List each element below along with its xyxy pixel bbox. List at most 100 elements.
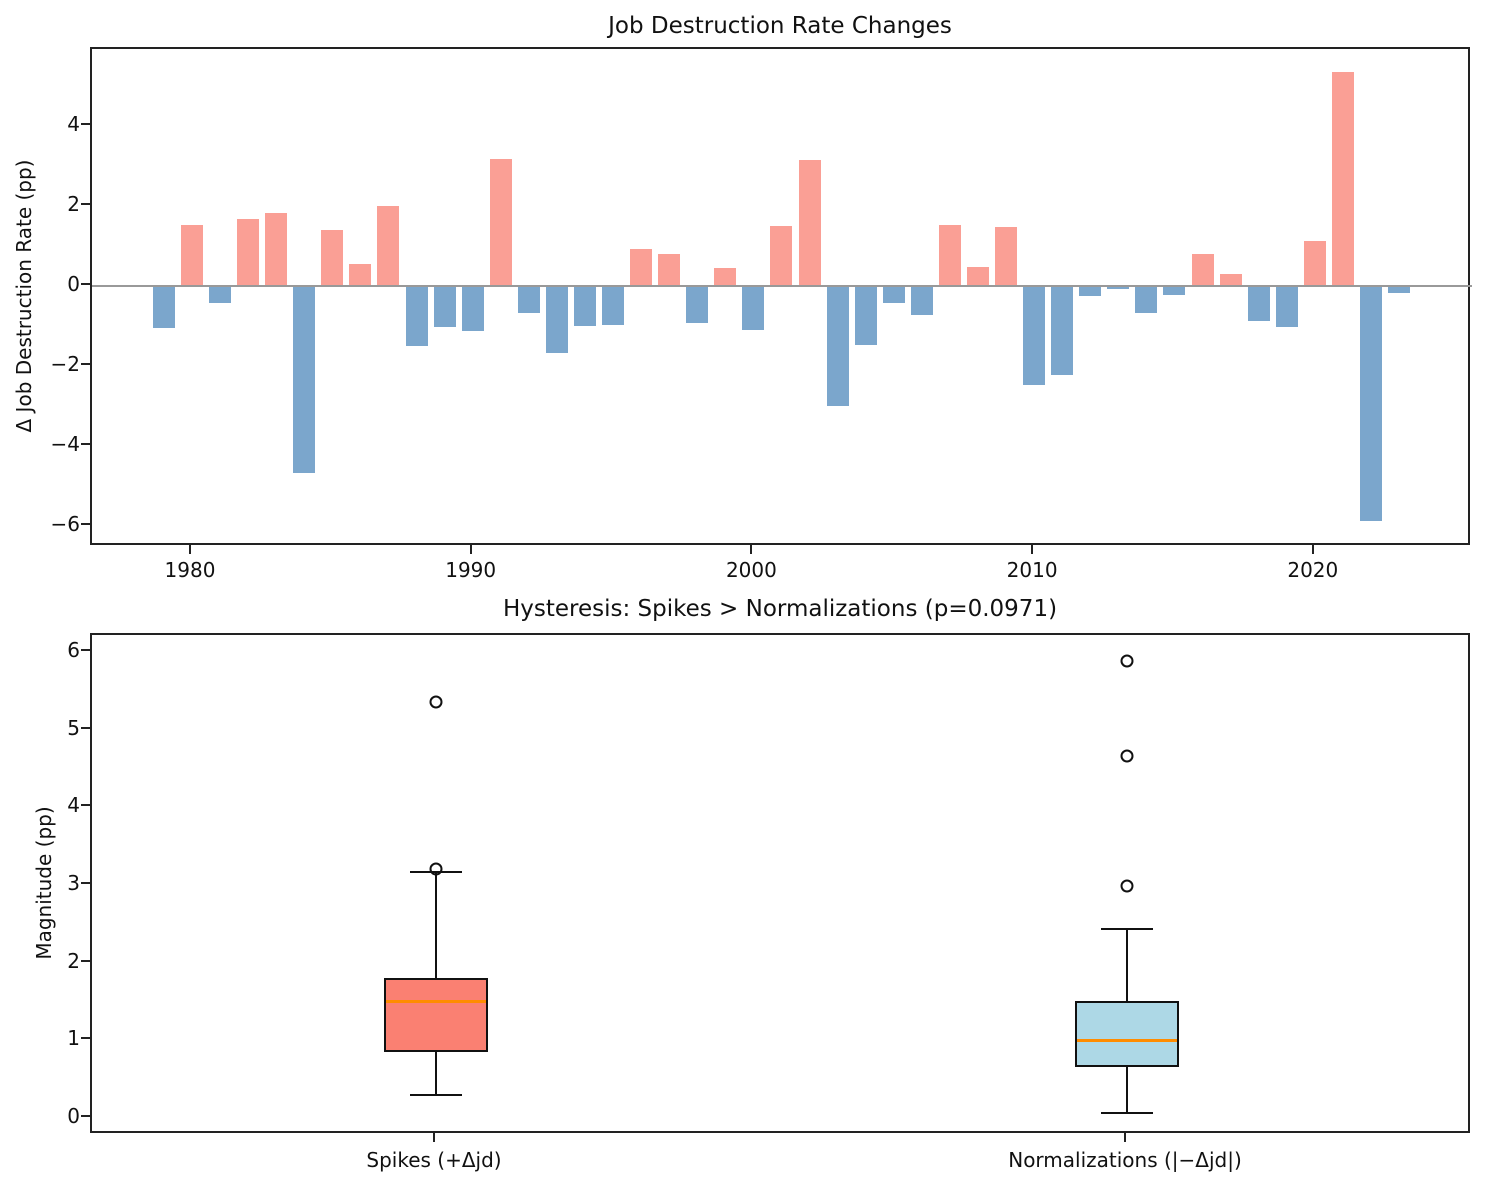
y-tick-label: 3 <box>67 870 80 895</box>
x-tick-mark <box>433 1133 435 1142</box>
y-tick-mark <box>81 203 90 206</box>
y-tick-mark <box>81 804 90 807</box>
bar-2007 <box>938 224 961 287</box>
upper-whisker <box>1126 929 1128 1002</box>
x-tick-label: 2020 <box>1287 558 1339 582</box>
upper-whisker-cap <box>1101 928 1153 931</box>
bar-1982 <box>237 219 260 287</box>
y-tick-mark <box>81 881 90 884</box>
median-line <box>386 999 486 1003</box>
lower-whisker-cap <box>410 1093 462 1096</box>
bar-1996 <box>630 249 653 287</box>
bar-2000 <box>742 286 765 331</box>
bar-2019 <box>1275 286 1298 327</box>
y-tick-label: 0 <box>67 1104 80 1128</box>
bar-2012 <box>1079 286 1102 296</box>
bar-1991 <box>489 159 512 287</box>
y-tick-mark <box>81 1037 90 1040</box>
bar-2001 <box>770 225 793 287</box>
outlier-point <box>429 862 443 876</box>
bar-1998 <box>686 286 709 323</box>
y-tick-label: 4 <box>67 112 80 137</box>
bar-1979 <box>152 286 175 329</box>
outlier-point <box>1120 749 1134 763</box>
bar-2010 <box>1023 286 1046 385</box>
bar-2021 <box>1331 71 1354 287</box>
x-tick-label: 1990 <box>445 558 497 582</box>
bar-2013 <box>1107 286 1130 289</box>
bar-2018 <box>1247 286 1270 322</box>
bar-chart-plot-area <box>90 47 1472 545</box>
bar-2022 <box>1359 286 1382 522</box>
y-tick-label: 5 <box>67 715 80 740</box>
bar-chart-title: Job Destruction Rate Changes <box>608 13 952 39</box>
median-line <box>1077 1038 1177 1042</box>
y-tick-label: −6 <box>50 512 80 537</box>
bar-1990 <box>461 286 484 332</box>
y-tick-mark <box>81 443 90 446</box>
y-tick-label: 6 <box>67 637 80 662</box>
x-tick-label: 1980 <box>164 558 216 582</box>
y-tick-mark <box>81 648 90 651</box>
x-tick-label: 2000 <box>725 558 777 582</box>
x-tick-mark <box>1311 545 1314 554</box>
x-tick-mark <box>469 545 472 554</box>
bar-1994 <box>573 286 596 327</box>
bar-1986 <box>349 263 372 287</box>
bar-2006 <box>910 286 933 316</box>
bar-2011 <box>1051 286 1074 376</box>
bar-1992 <box>517 286 540 314</box>
bar-2008 <box>966 266 989 287</box>
box-spikes <box>384 978 488 1052</box>
y-tick-label: −4 <box>50 432 80 457</box>
x-tick-mark <box>1031 545 1034 554</box>
y-tick-label: 2 <box>67 948 80 973</box>
bar-1997 <box>658 254 681 287</box>
outlier-point <box>1120 654 1134 668</box>
bar-1999 <box>714 268 737 287</box>
y-tick-mark <box>81 959 90 962</box>
bar-1989 <box>433 286 456 328</box>
y-tick-mark <box>81 726 90 729</box>
x-tick-label: 2010 <box>1006 558 1058 582</box>
bar-2016 <box>1191 254 1214 287</box>
box-category-label: Spikes (+Δjd) <box>366 1148 502 1172</box>
bar-1985 <box>321 230 344 287</box>
bar-2015 <box>1163 286 1186 296</box>
x-tick-mark <box>750 545 753 554</box>
bar-2023 <box>1388 286 1410 294</box>
y-tick-label: −2 <box>50 352 80 377</box>
y-tick-mark <box>81 123 90 126</box>
lower-whisker <box>435 1051 437 1095</box>
bar-2014 <box>1135 286 1158 313</box>
upper-whisker <box>435 872 437 979</box>
y-tick-label: 2 <box>67 192 80 217</box>
box-plot-title: Hysteresis: Spikes > Normalizations (p=0… <box>502 596 1058 622</box>
zero-value-line <box>92 285 1472 288</box>
bar-1981 <box>209 286 232 304</box>
box-plot-plot-area <box>90 633 1470 1133</box>
bar-1987 <box>377 205 400 287</box>
y-tick-mark <box>81 363 90 366</box>
y-tick-label: 4 <box>67 793 80 818</box>
y-tick-mark <box>81 283 90 286</box>
bar-2017 <box>1219 274 1242 287</box>
bar-1995 <box>602 286 625 326</box>
bar-1983 <box>265 212 288 287</box>
y-tick-label: 0 <box>67 272 80 297</box>
bar-2005 <box>882 286 905 304</box>
y-tick-mark <box>81 1115 90 1117</box>
box-category-label: Normalizations (|−Δjd|) <box>1008 1148 1242 1172</box>
box-normalizations <box>1075 1001 1179 1068</box>
y-tick-mark <box>81 523 90 526</box>
lower-whisker <box>1126 1067 1128 1114</box>
bar-1980 <box>181 225 203 287</box>
x-tick-mark <box>1124 1133 1126 1142</box>
x-tick-mark <box>189 545 191 554</box>
outlier-point <box>429 695 443 709</box>
y-tick-label: 1 <box>67 1026 80 1051</box>
bar-1984 <box>293 286 316 473</box>
bar-2020 <box>1303 240 1326 287</box>
bar-2002 <box>798 160 821 287</box>
bar-2003 <box>826 286 849 406</box>
